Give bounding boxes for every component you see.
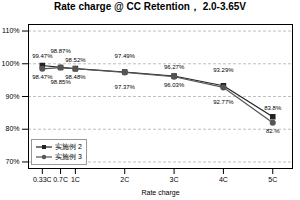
svg-text:90%: 90%	[5, 93, 19, 100]
svg-text:Rate charge: Rate charge	[141, 189, 179, 197]
html-text:实施例 3: 实施例 3	[55, 153, 82, 160]
svg-text:0.33C: 0.33C	[33, 176, 52, 183]
svg-text:97.37%: 97.37%	[115, 84, 136, 90]
svg-text:98.85%: 98.85%	[50, 79, 71, 85]
svg-text:1C: 1C	[71, 176, 80, 183]
svg-text:4C: 4C	[219, 176, 228, 183]
html-text:实施例 2: 实施例 2	[55, 143, 82, 150]
svg-text:99.47%: 99.47%	[32, 53, 53, 60]
svg-text:96.03%: 96.03%	[164, 82, 185, 88]
svg-text:98.87%: 98.87%	[50, 48, 71, 54]
svg-text:96.27%: 96.27%	[164, 64, 185, 70]
svg-text:83.8%: 83.8%	[264, 105, 282, 111]
svg-text:93.29%: 93.29%	[213, 67, 234, 73]
svg-text:70%: 70%	[5, 158, 19, 165]
svg-text:82.%: 82.%	[266, 128, 280, 134]
svg-text:98.47%: 98.47%	[32, 73, 53, 80]
svg-text:110%: 110%	[2, 27, 19, 34]
svg-text:97.49%: 97.49%	[115, 53, 136, 59]
svg-text:100%: 100%	[2, 60, 20, 67]
svg-text:80%: 80%	[5, 125, 19, 132]
html-text:Rate charge @ CC Retention， 2.: Rate charge @ CC Retention， 2.0-3.65V	[54, 1, 246, 12]
svg-text:3C: 3C	[170, 176, 179, 183]
svg-text:2C: 2C	[120, 176, 129, 183]
svg-text:98.48%: 98.48%	[65, 73, 86, 80]
svg-text:92.77%: 92.77%	[213, 99, 234, 105]
svg-text:5C: 5C	[268, 176, 277, 183]
svg-text:0.7C: 0.7C	[53, 176, 68, 183]
svg-text:98.52%: 98.52%	[65, 57, 86, 63]
